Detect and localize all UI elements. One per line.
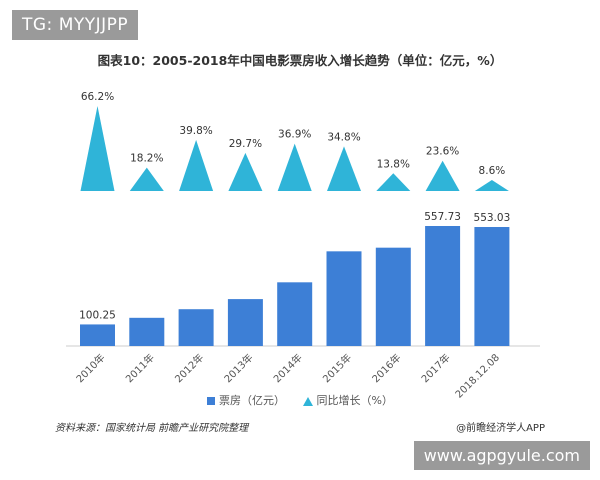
growth-triangle-7 bbox=[376, 173, 411, 191]
source-credit: @前瞻经济学人APP bbox=[456, 423, 545, 434]
x-tick-label-5: 2014年 bbox=[271, 351, 305, 385]
bar-value-label-9: 553.03 bbox=[474, 212, 511, 224]
growth-label-9: 8.6% bbox=[479, 165, 506, 177]
bar-5 bbox=[277, 282, 313, 346]
growth-label-8: 23.6% bbox=[426, 146, 459, 158]
growth-triangle-3 bbox=[179, 139, 214, 191]
x-tick-label-8: 2017年 bbox=[418, 351, 452, 385]
growth-label-1: 66.2% bbox=[81, 91, 114, 103]
bar-6 bbox=[326, 251, 362, 346]
site-watermark: www.agpgyule.com bbox=[413, 441, 590, 470]
x-tick-label-3: 2012年 bbox=[172, 351, 206, 385]
legend-triangle-icon bbox=[302, 396, 313, 406]
growth-triangle-1 bbox=[80, 106, 115, 191]
chart-title: 图表10：2005-2018年中国电影票房收入增长趋势（单位：亿元，%） bbox=[97, 53, 503, 68]
bar-7 bbox=[375, 247, 411, 346]
x-tick-label-4: 2013年 bbox=[221, 351, 255, 385]
growth-label-7: 13.8% bbox=[377, 158, 410, 170]
growth-label-4: 29.7% bbox=[229, 138, 262, 150]
growth-triangle-2 bbox=[129, 167, 164, 191]
x-tick-label-7: 2016年 bbox=[369, 351, 403, 385]
bar-1 bbox=[80, 324, 115, 346]
x-tick-label-6: 2015年 bbox=[320, 351, 354, 385]
growth-label-3: 39.8% bbox=[179, 125, 212, 137]
source-note: 资料来源：国家统计局 前瞻产业研究院整理 bbox=[55, 423, 249, 434]
growth-label-2: 18.2% bbox=[130, 153, 163, 165]
bar-3 bbox=[178, 309, 214, 346]
tag-badge: TG: MYYJJPP bbox=[12, 10, 139, 40]
x-tick-label-1: 2010年 bbox=[73, 351, 107, 385]
bar-8 bbox=[425, 226, 461, 346]
legend-bar-swatch bbox=[207, 397, 216, 405]
bar-value-label-1: 100.25 bbox=[79, 309, 116, 321]
bar-4 bbox=[227, 299, 263, 346]
growth-triangle-4 bbox=[228, 152, 263, 191]
bar-2 bbox=[129, 317, 165, 346]
growth-triangle-9 bbox=[474, 179, 509, 191]
growth-label-5: 36.9% bbox=[278, 129, 311, 141]
growth-triangle-6 bbox=[327, 146, 361, 191]
legend-bar-label: 票房（亿元） bbox=[219, 394, 286, 407]
bar-9 bbox=[474, 227, 510, 346]
growth-triangle-8 bbox=[425, 160, 460, 191]
legend: 票房（亿元） 同比增长（%） bbox=[0, 392, 600, 408]
growth-triangle-5 bbox=[277, 143, 312, 191]
x-tick-label-2: 2011年 bbox=[123, 351, 157, 385]
bar-value-label-8: 557.73 bbox=[424, 211, 461, 223]
legend-growth-label: 同比增长（%） bbox=[316, 394, 393, 407]
growth-label-6: 34.8% bbox=[327, 131, 360, 143]
